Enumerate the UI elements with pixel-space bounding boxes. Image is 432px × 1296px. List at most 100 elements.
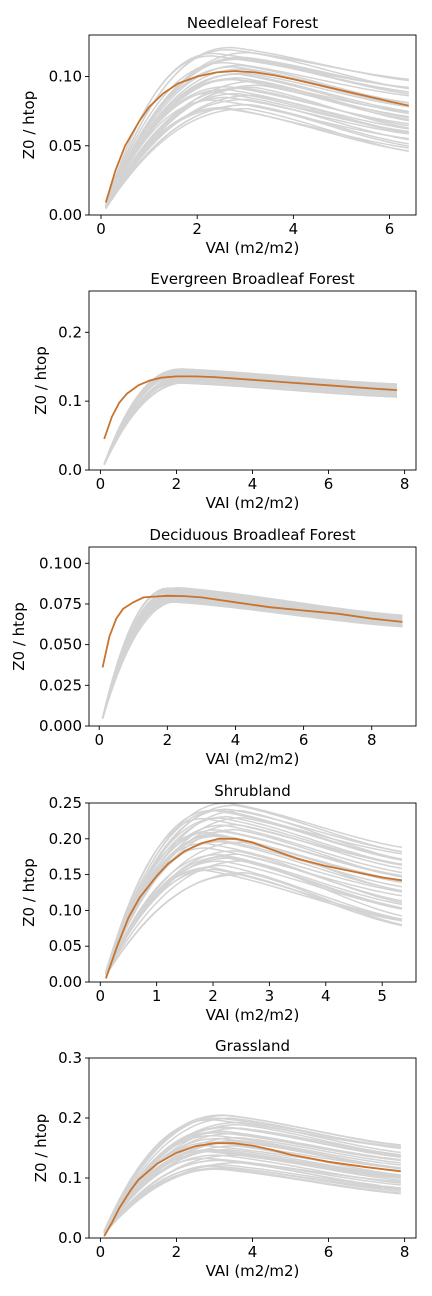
plot-area — [103, 368, 398, 466]
ensemble-line — [105, 64, 409, 207]
x-tick-label: 6 — [299, 731, 309, 749]
x-tick-label: 6 — [324, 1243, 334, 1261]
x-tick-label: 2 — [163, 731, 173, 749]
x-tick-label: 0 — [96, 987, 106, 1005]
chart-title: Evergreen Broadleaf Forest — [150, 270, 354, 288]
y-axis-label: Z0 / htop — [32, 1114, 50, 1183]
ensemble-line — [103, 1165, 401, 1235]
ensemble-line — [105, 817, 403, 973]
ensemble-line — [105, 864, 403, 976]
ensemble-line — [103, 1167, 401, 1235]
x-tick-label: 8 — [400, 475, 410, 493]
ensemble-line — [105, 850, 403, 975]
y-tick-label: 0.10 — [49, 68, 82, 86]
plot-area — [104, 46, 409, 210]
ensemble-line — [105, 61, 409, 207]
x-tick-label: 3 — [265, 987, 275, 1005]
axes-frame — [88, 34, 417, 216]
y-tick-label: 0.0 — [58, 1229, 82, 1247]
plot-area — [105, 803, 403, 979]
chart-title: Grassland — [215, 1037, 290, 1055]
y-tick-label: 0.20 — [49, 830, 82, 848]
y-tick-label: 0.00 — [49, 206, 82, 224]
ensemble-line — [103, 1145, 401, 1233]
chart-title: Shrubland — [214, 782, 291, 800]
panel-1: 0 2 4 6 0.00 0.05 0.10 Needleleaf Forest VAI (m2… — [20, 14, 417, 257]
ensemble-line — [105, 73, 409, 207]
x-tick-label: 6 — [385, 220, 395, 238]
y-tick-label: 0.050 — [39, 636, 82, 654]
y-axis-label: Z0 / htop — [20, 91, 38, 160]
x-axis-label: VAI (m2/m2) — [206, 239, 300, 257]
ensemble-line — [105, 808, 403, 972]
y-tick-label: 0.025 — [39, 676, 82, 694]
ensemble-line — [103, 1114, 401, 1231]
ensemble-line — [105, 107, 409, 210]
ensemble-line — [105, 803, 403, 972]
x-tick-label: 5 — [377, 987, 387, 1005]
x-axis-label: VAI (m2/m2) — [206, 1006, 300, 1024]
y-tick-label: 0.05 — [49, 137, 82, 155]
x-tick-label: 2 — [192, 220, 202, 238]
y-tick-label: 0.3 — [58, 1049, 82, 1067]
panel-3: 0 2 4 6 8 0.000 0.025 0.050 0.075 0.100 Deciduous … — [10, 526, 417, 768]
y-tick-label: 0.25 — [49, 794, 82, 812]
x-tick-label: 1 — [152, 987, 162, 1005]
plot-area — [103, 1114, 401, 1237]
chart-title: Needleleaf Forest — [187, 14, 318, 32]
ensemble-line — [105, 816, 403, 973]
y-axis-label: Z0 / htop — [32, 346, 50, 415]
y-axis-label: Z0 / htop — [20, 858, 38, 927]
x-tick-label: 0 — [96, 220, 106, 238]
mean-series-line — [105, 837, 403, 979]
ensemble-line — [105, 809, 403, 972]
panel-5: 0 2 4 6 8 0.0 0.1 0.2 0.3 Grassland VAI (m2/m2) Z0 … — [32, 1037, 417, 1280]
y-tick-label: 0.075 — [39, 595, 82, 613]
mean-series-line — [103, 375, 398, 440]
ensemble-line — [105, 72, 409, 207]
chart-title: Deciduous Broadleaf Forest — [149, 526, 355, 544]
y-tick-label: 0.1 — [58, 392, 82, 410]
ensemble-line — [103, 1150, 401, 1234]
y-tick-label: 0.15 — [49, 866, 82, 884]
ensemble-line — [103, 1119, 401, 1232]
y-axis-label: Z0 / htop — [10, 602, 28, 671]
ensemble-line — [103, 1136, 401, 1233]
y-tick-label: 0.2 — [58, 1109, 82, 1127]
ensemble-line — [105, 46, 409, 206]
x-tick-label: 2 — [172, 475, 182, 493]
y-tick-label: 0.2 — [58, 323, 82, 341]
y-tick-label: 0.05 — [49, 937, 82, 955]
y-tick-label: 0.10 — [49, 901, 82, 919]
x-axis-label: VAI (m2/m2) — [206, 1262, 300, 1280]
ensemble-line — [103, 1123, 401, 1232]
x-tick-label: 0 — [96, 475, 106, 493]
ensemble-line — [105, 857, 403, 975]
ensemble-line — [105, 841, 403, 974]
x-axis-label: VAI (m2/m2) — [206, 750, 300, 768]
x-tick-label: 4 — [289, 220, 299, 238]
panel-4: 0 1 2 3 4 5 0.00 0.05 0.10 0.15 0.20 0.25 Shrubland V… — [20, 782, 417, 1024]
ensemble-line — [103, 1117, 401, 1232]
panel-2: 0 2 4 6 8 0.0 0.1 0.2 Evergreen Broadleaf Forest… — [32, 270, 417, 512]
axes-frame — [88, 546, 417, 727]
mean-series-line — [103, 1142, 401, 1237]
ensemble-line — [105, 106, 409, 209]
x-tick-label: 4 — [248, 475, 258, 493]
y-tick-label: 0.0 — [58, 461, 82, 479]
ensemble-line — [105, 853, 403, 975]
x-tick-label: 4 — [231, 731, 241, 749]
x-tick-label: 4 — [248, 1243, 258, 1261]
x-tick-label: 0 — [96, 1243, 106, 1261]
ensemble-line — [105, 804, 403, 972]
axes-frame — [88, 802, 417, 983]
mean-series-line — [104, 70, 409, 203]
y-tick-label: 0.100 — [39, 554, 82, 572]
x-tick-label: 8 — [400, 1243, 410, 1261]
ensemble-line — [105, 52, 409, 206]
x-tick-label: 6 — [324, 475, 334, 493]
mean-series-line — [101, 594, 403, 668]
x-tick-label: 0 — [94, 731, 104, 749]
